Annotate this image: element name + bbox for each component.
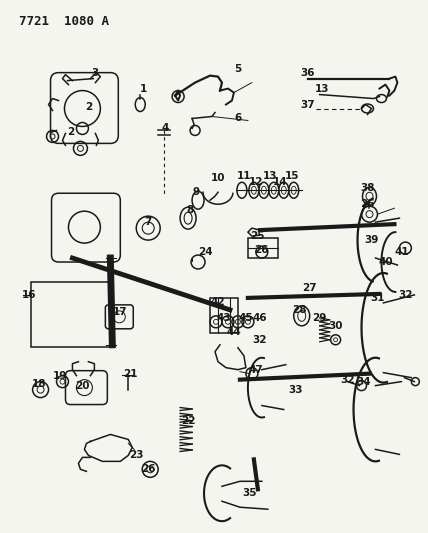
- Bar: [30, 282, 110, 347]
- Text: 47: 47: [249, 365, 263, 375]
- Text: 34: 34: [356, 377, 371, 386]
- Text: 17: 17: [113, 307, 128, 317]
- Text: 4: 4: [161, 124, 169, 133]
- Text: 45: 45: [238, 313, 253, 323]
- Text: 18: 18: [31, 378, 46, 389]
- Text: 27: 27: [302, 283, 317, 293]
- Text: 20: 20: [75, 381, 90, 391]
- Text: 13: 13: [315, 84, 329, 94]
- Text: 43: 43: [217, 313, 231, 323]
- Text: 9: 9: [193, 187, 199, 197]
- Text: 30: 30: [328, 321, 343, 331]
- Text: 24: 24: [198, 247, 212, 257]
- Text: 42: 42: [211, 297, 225, 307]
- Bar: [248, 238, 278, 258]
- Text: 29: 29: [312, 313, 327, 323]
- Text: 31: 31: [370, 293, 385, 303]
- Text: 5: 5: [234, 63, 241, 74]
- Text: 35: 35: [243, 488, 257, 498]
- Text: 28: 28: [292, 305, 307, 315]
- Text: 26: 26: [141, 464, 155, 474]
- Text: 40: 40: [378, 257, 393, 267]
- Text: 6: 6: [234, 114, 241, 124]
- Text: 19: 19: [54, 370, 68, 381]
- Text: 26: 26: [360, 199, 375, 209]
- Text: 41: 41: [394, 247, 409, 257]
- Text: 7721  1080 A: 7721 1080 A: [19, 15, 109, 28]
- Text: 13: 13: [262, 171, 277, 181]
- Text: 10: 10: [211, 173, 225, 183]
- Text: 37: 37: [300, 100, 315, 109]
- Text: 39: 39: [364, 235, 379, 245]
- Text: 15: 15: [285, 171, 299, 181]
- Text: 36: 36: [300, 68, 315, 78]
- Text: 46: 46: [253, 313, 267, 323]
- Text: 33: 33: [288, 385, 303, 394]
- Text: 16: 16: [21, 290, 36, 300]
- Text: 32: 32: [253, 335, 267, 345]
- Text: 32: 32: [398, 290, 413, 300]
- Text: 23: 23: [129, 450, 143, 461]
- Text: 44: 44: [226, 327, 241, 337]
- Text: 14: 14: [273, 177, 287, 187]
- Bar: [210, 298, 238, 333]
- Text: 22: 22: [181, 416, 195, 426]
- Text: 26: 26: [255, 245, 269, 255]
- Text: 2: 2: [67, 127, 74, 138]
- Text: 11: 11: [237, 171, 251, 181]
- Text: 12: 12: [249, 177, 263, 187]
- Text: 32: 32: [340, 375, 355, 385]
- Text: 2: 2: [85, 101, 92, 111]
- Text: 1: 1: [140, 84, 147, 94]
- Text: 8: 8: [187, 205, 194, 215]
- Text: 3: 3: [92, 68, 99, 78]
- Text: 25: 25: [251, 231, 265, 241]
- Text: 7: 7: [145, 217, 152, 227]
- Text: 38: 38: [360, 183, 375, 193]
- Text: 21: 21: [123, 369, 137, 378]
